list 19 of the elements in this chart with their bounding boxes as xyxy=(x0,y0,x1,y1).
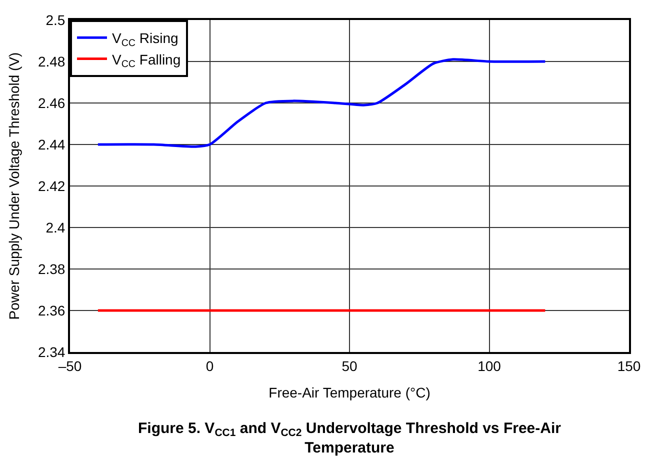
y-tick-label: 2.34 xyxy=(38,344,66,360)
y-tick-label: 2.48 xyxy=(38,53,66,70)
y-tick-label: 2.44 xyxy=(38,136,66,152)
legend-label: V$_{CC}$ Rising xyxy=(112,30,178,49)
y-axis-title: Power Supply Under Voltage Threshold (V) xyxy=(6,52,22,320)
y-tick-label: 2.36 xyxy=(38,302,66,318)
x-tick-label: 150 xyxy=(617,358,641,374)
y-tick-label: 2.42 xyxy=(38,178,66,194)
x-tick-label: 100 xyxy=(478,358,502,374)
y-tick-label: 2.46 xyxy=(38,94,66,111)
x-tick-label: 0 xyxy=(206,358,214,374)
y-tick-label: 2.4 xyxy=(46,219,66,236)
x-tick-label: 50 xyxy=(342,358,358,374)
y-tick-label: 2.38 xyxy=(38,260,66,277)
x-axis-title: Free-Air Temperature (°C) xyxy=(268,384,430,401)
x-tick-label: –50 xyxy=(58,358,82,374)
legend-label: V$_{CC}$ Falling xyxy=(112,51,181,70)
y-tick-label: 2.5 xyxy=(46,12,66,28)
text: Figure 5. V$_{CC1}$ and V$_{CC2}$ Undervoltage Threshold vs Free-Air Temperature xyxy=(138,420,562,456)
